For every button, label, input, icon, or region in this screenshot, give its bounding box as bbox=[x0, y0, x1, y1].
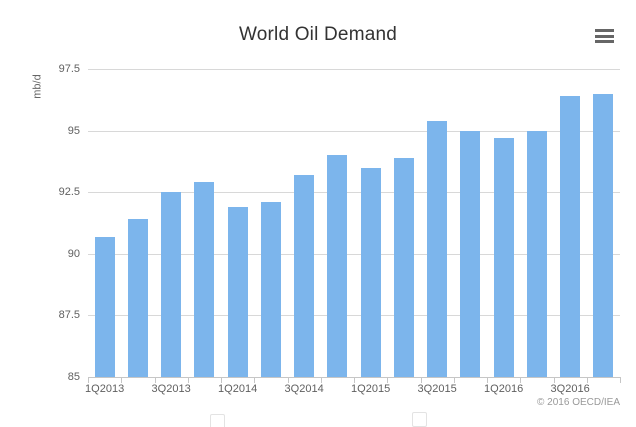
gridline bbox=[88, 315, 620, 317]
hamburger-bar bbox=[595, 40, 614, 43]
bar-4Q2013[interactable] bbox=[194, 182, 215, 377]
x-axis-tick bbox=[187, 377, 189, 383]
hamburger-menu-icon[interactable] bbox=[595, 28, 615, 44]
x-axis-tick bbox=[453, 377, 455, 383]
x-axis-label: 3Q2014 bbox=[284, 383, 324, 395]
bar-1Q2016[interactable] bbox=[493, 138, 514, 377]
x-axis-tick bbox=[387, 377, 389, 383]
x-axis-label: 3Q2015 bbox=[417, 383, 457, 395]
gridline bbox=[88, 192, 620, 194]
x-axis-tick bbox=[586, 377, 588, 383]
faint-square-artifact bbox=[210, 414, 225, 427]
x-axis-tick bbox=[420, 377, 422, 383]
y-axis-label: 95 bbox=[67, 124, 80, 137]
x-axis-label: 1Q2015 bbox=[351, 383, 391, 395]
bar-3Q2013[interactable] bbox=[161, 192, 182, 377]
y-axis-label: 92.5 bbox=[58, 186, 80, 199]
x-axis-label: 1Q2013 bbox=[85, 383, 125, 395]
bar-2Q2016[interactable] bbox=[526, 130, 547, 377]
faint-square-artifact bbox=[412, 412, 427, 427]
bar-2Q2014[interactable] bbox=[260, 202, 281, 377]
x-axis-tick bbox=[354, 377, 355, 383]
gridline bbox=[88, 130, 620, 132]
x-axis-tick bbox=[620, 377, 621, 383]
y-axis-label: 90 bbox=[67, 247, 80, 260]
plot-area bbox=[88, 69, 620, 378]
bar-3Q2016[interactable] bbox=[560, 96, 581, 377]
y-axis-title: mb/d bbox=[31, 74, 44, 99]
bar-2Q2013[interactable] bbox=[127, 219, 148, 377]
bar-4Q2016[interactable] bbox=[593, 93, 614, 377]
y-axis-label: 85 bbox=[67, 371, 80, 383]
hamburger-bar bbox=[595, 29, 614, 32]
x-axis-label: 1Q2014 bbox=[218, 383, 258, 395]
x-axis-tick bbox=[254, 377, 256, 383]
bar-4Q2015[interactable] bbox=[460, 130, 481, 377]
chart-title: World Oil Demand bbox=[238, 24, 398, 45]
x-axis-tick bbox=[221, 377, 222, 383]
y-axis-label: 97.5 bbox=[58, 63, 80, 75]
gridline bbox=[88, 69, 620, 70]
x-axis-tick bbox=[154, 377, 156, 383]
x-axis-tick bbox=[520, 377, 522, 383]
x-axis-tick bbox=[553, 377, 555, 383]
bar-1Q2014[interactable] bbox=[227, 207, 248, 377]
bar-1Q2013[interactable] bbox=[94, 236, 115, 377]
x-axis-tick bbox=[320, 377, 322, 383]
x-axis-label: 3Q2013 bbox=[151, 383, 191, 395]
x-axis-label: 1Q2016 bbox=[484, 383, 524, 395]
hamburger-bar bbox=[595, 34, 614, 38]
gridline bbox=[88, 253, 620, 255]
bar-4Q2014[interactable] bbox=[327, 155, 348, 377]
y-axis-label: 87.5 bbox=[58, 309, 80, 322]
bar-3Q2015[interactable] bbox=[427, 120, 448, 377]
bar-3Q2014[interactable] bbox=[294, 175, 315, 377]
credits: © 2016 OECD/IEA bbox=[537, 397, 620, 408]
bar-1Q2015[interactable] bbox=[360, 167, 381, 377]
x-axis-label: 3Q2016 bbox=[550, 383, 590, 395]
x-axis-tick bbox=[121, 377, 123, 383]
x-axis-tick bbox=[88, 377, 89, 383]
x-axis-tick bbox=[487, 377, 488, 383]
x-axis-tick bbox=[287, 377, 289, 383]
bar-2Q2015[interactable] bbox=[393, 157, 414, 377]
